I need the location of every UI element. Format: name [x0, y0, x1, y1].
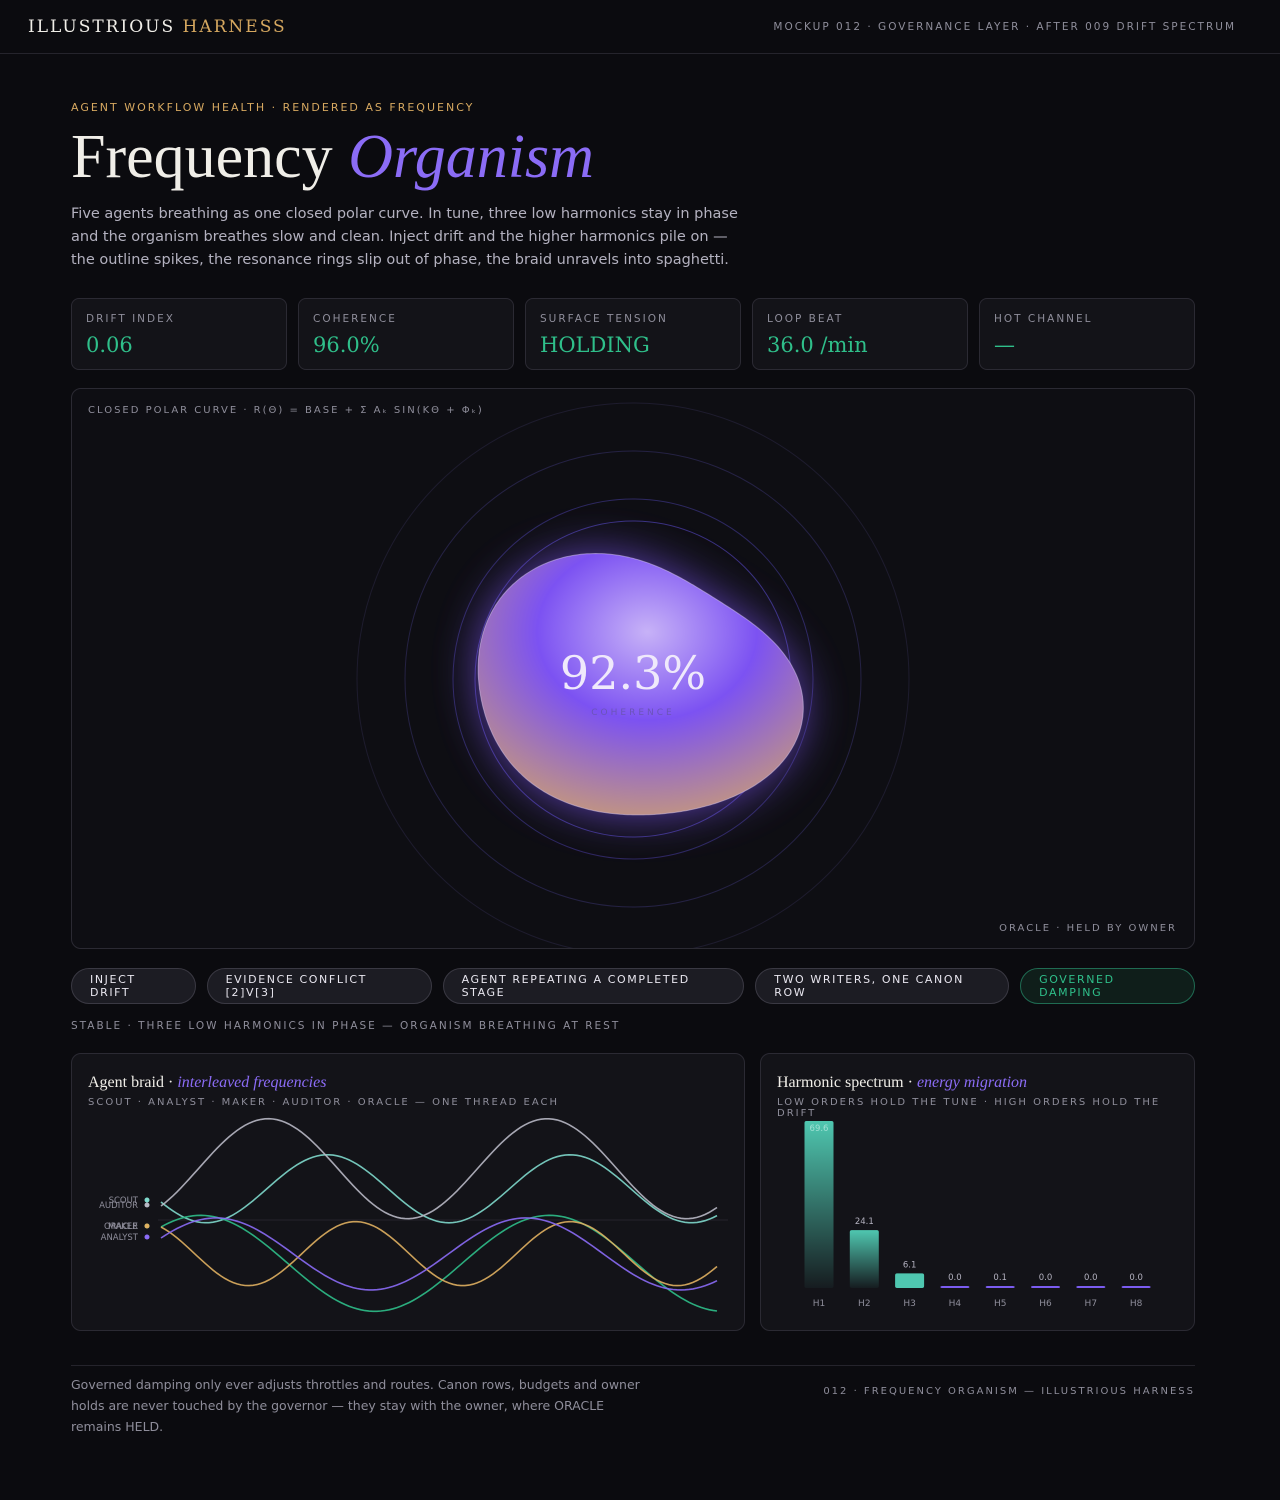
agent-label: AUDITOR [99, 1201, 138, 1211]
metric-value: 0.06 [86, 333, 133, 357]
agent-dot [144, 1223, 150, 1229]
bar-value-label: 0.0 [1084, 1273, 1098, 1283]
agent-thread [160, 1117, 718, 1220]
metric-card: DRIFT INDEX 0.06 [71, 298, 287, 370]
polar-canvas: 92.3% COHERENCE [356, 402, 910, 948]
organism-curve [477, 552, 804, 816]
footer-credit: 012 · FREQUENCY ORGANISM — ILLUSTRIOUS H… [823, 1386, 1195, 1397]
metric-value: 96.0% [313, 333, 380, 357]
bar-value-label: 69.6 [810, 1124, 829, 1134]
metric-card: LOOP BEAT 36.0 /min [752, 298, 968, 370]
bar [940, 1286, 970, 1288]
title-main: Frequency [71, 123, 333, 191]
metric-value: HOLDING [540, 333, 650, 357]
ring [404, 450, 862, 908]
controls: INJECT DRIFT EVIDENCE CONFLICT [2]V[3] AGE… [71, 968, 1195, 1004]
metric-label: LOOP BEAT [767, 313, 844, 325]
x-tick-label: H4 [949, 1299, 962, 1309]
bar [985, 1286, 1015, 1288]
bar-value-label: 0.0 [1039, 1273, 1053, 1283]
braid-subtitle: SCOUT · ANALYST · MAKER · AUDITOR · ORAC… [88, 1097, 560, 1108]
x-tick-label: H3 [903, 1299, 916, 1309]
agent-label: ORACLE [104, 1222, 138, 1232]
metric-value: 36.0 /min [767, 333, 868, 357]
bar [804, 1120, 834, 1288]
lede: Five agents breathing as one closed pola… [71, 206, 738, 268]
bar [895, 1273, 925, 1288]
bar [1031, 1286, 1060, 1288]
braid-title: Agent braid · interleaved frequencies [88, 1074, 326, 1092]
bar-value-label: 0.1 [993, 1273, 1007, 1283]
agent-thread [160, 1220, 718, 1287]
title: Frequency Organism [71, 122, 594, 193]
control-button[interactable]: EVIDENCE CONFLICT [2]V[3] [206, 968, 432, 1004]
footer: Governed damping only ever adjusts throt… [71, 1365, 1195, 1434]
agent-dot [144, 1197, 150, 1203]
spectrum-panel: Harmonic spectrum · energy migration LOW… [760, 1053, 1195, 1331]
coherence-value: 92.3% [560, 646, 706, 700]
spectrum-title-main: Harmonic spectrum · [777, 1074, 913, 1091]
footer-note: Governed damping only ever adjusts throt… [71, 1377, 640, 1434]
spectrum-chart: 69.6 H1 24.1 H2 6.1 H3 0.0 H4 0.1 H5 0.0 H6 0.0 H7 0.0… [804, 1120, 1151, 1309]
braid-title-accent: interleaved frequencies [177, 1074, 327, 1091]
x-tick-label: H5 [994, 1299, 1007, 1309]
braid-title-main: Agent braid · [88, 1074, 174, 1091]
title-accent: Organism [348, 123, 594, 191]
control-button[interactable]: TWO WRITERS, ONE CANON ROW [755, 968, 1010, 1004]
ring [356, 402, 910, 948]
bar [1076, 1286, 1106, 1288]
bar [1121, 1286, 1151, 1288]
x-tick-label: H2 [858, 1299, 871, 1309]
metric-card: COHERENCE 96.0% [298, 298, 514, 370]
metric-card: SURFACE TENSION HOLDING [525, 298, 741, 370]
agent-label: SCOUT [109, 1196, 139, 1206]
agent-thread [160, 1153, 718, 1224]
spectrum-title: Harmonic spectrum · energy migration [777, 1074, 1027, 1092]
metric-label: COHERENCE [313, 313, 397, 325]
x-tick-label: H1 [813, 1299, 826, 1309]
polar-caption: CLOSED POLAR CURVE · R(Θ) = BASE + Σ Aₖ … [88, 405, 484, 416]
agent-thread [160, 1214, 718, 1313]
x-tick-label: H6 [1039, 1299, 1052, 1309]
control-button[interactable]: INJECT DRIFT [71, 968, 196, 1004]
polar-panel: 92.3% COHERENCE CLOSED POLAR CURVE · R(Θ… [71, 388, 1195, 949]
status: STABLE · THREE LOW HARMONICS IN PHASE — … [71, 1020, 621, 1032]
bar-value-label: 24.1 [855, 1217, 874, 1227]
metric-value: — [994, 333, 1015, 357]
spectrum-subtitle: LOW ORDERS HOLD THE TUNE · HIGH ORDERS H… [777, 1097, 1161, 1119]
spectrum-title-accent: energy migration [916, 1074, 1028, 1091]
eyebrow: AGENT WORKFLOW HEALTH · RENDERED AS FREQ… [71, 101, 475, 114]
brand-name: ILLUSTRIOUS [28, 16, 176, 37]
agent-label: MAKER [108, 1222, 138, 1232]
bar [849, 1230, 879, 1288]
bar-value-label: 0.0 [948, 1273, 962, 1283]
agent-dot [144, 1234, 150, 1240]
metric-label: SURFACE TENSION [540, 313, 668, 325]
control-button[interactable]: GOVERNED DAMPING [1020, 968, 1195, 1004]
bar-value-label: 6.1 [903, 1260, 917, 1270]
control-button[interactable]: AGENT REPEATING A COMPLETED STAGE [442, 968, 745, 1004]
agent-label: ANALYST [101, 1233, 139, 1243]
metric-label: DRIFT INDEX [86, 313, 175, 325]
coherence-label: COHERENCE [591, 708, 674, 718]
x-tick-label: H7 [1085, 1299, 1098, 1309]
agent-dot [144, 1202, 150, 1208]
agent-thread [160, 1217, 718, 1291]
braid-panel: Agent braid · interleaved frequencies SC… [71, 1053, 745, 1331]
bar-value-label: 0.0 [1129, 1273, 1143, 1283]
metric-label: HOT CHANNEL [994, 313, 1093, 325]
brand-accent: HARNESS [182, 16, 287, 37]
header-meta: MOCKUP 012 · GOVERNANCE LAYER · AFTER 00… [773, 20, 1236, 33]
metric-card: HOT CHANNEL — [979, 298, 1195, 370]
ring [452, 498, 814, 860]
top-bar: ILLUSTRIOUS HARNESS MOCKUP 012 · GOVERNA… [0, 0, 1280, 54]
metrics: DRIFT INDEX 0.06 COHERENCE 96.0% SURFACE TEN… [71, 298, 1195, 370]
x-tick-label: H8 [1130, 1299, 1143, 1309]
brand: ILLUSTRIOUS HARNESS [28, 17, 287, 37]
owner-note: ORACLE · HELD BY OWNER [999, 923, 1177, 934]
